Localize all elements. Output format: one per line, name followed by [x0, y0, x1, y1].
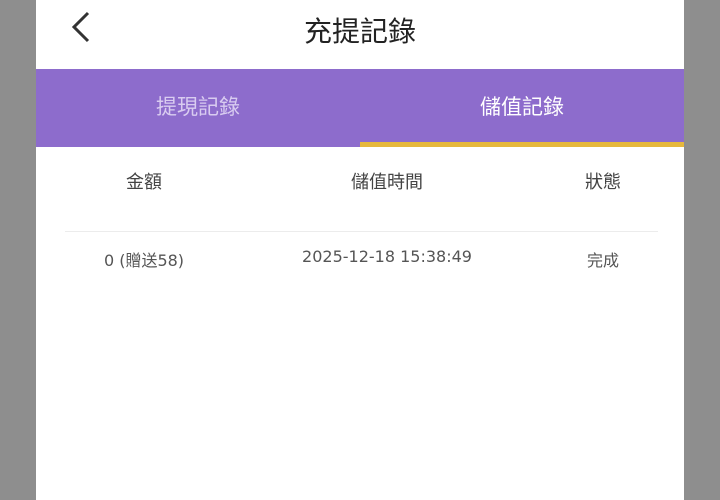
table-row: 0 (贈送58) 2025-12-18 15:38:49 完成 [36, 247, 684, 271]
records-page: 充提記錄 提現記錄 儲值記錄 金額 儲值時間 狀態 0 (贈送58) 2025-… [36, 0, 684, 500]
table-header: 金額 儲值時間 狀態 [36, 168, 684, 194]
column-status: 狀態 [585, 172, 621, 193]
page-title: 充提記錄 [303, 15, 416, 48]
cell-deposit-time: 2025-12-18 15:38:49 [302, 247, 472, 266]
chevron-left-icon [71, 11, 90, 43]
divider [65, 231, 658, 232]
column-deposit-time: 儲值時間 [351, 172, 423, 193]
tab-deposit-records[interactable]: 儲值記錄 [360, 69, 684, 147]
tab-withdraw-records[interactable]: 提現記錄 [156, 95, 240, 119]
column-amount: 金額 [126, 172, 162, 193]
back-button[interactable] [68, 8, 98, 48]
cell-amount: 0 (贈送58) [103, 251, 185, 270]
tab-bar: 提現記錄 儲值記錄 [36, 69, 684, 147]
cell-status: 完成 [586, 251, 619, 270]
header: 充提記錄 [36, 0, 684, 69]
